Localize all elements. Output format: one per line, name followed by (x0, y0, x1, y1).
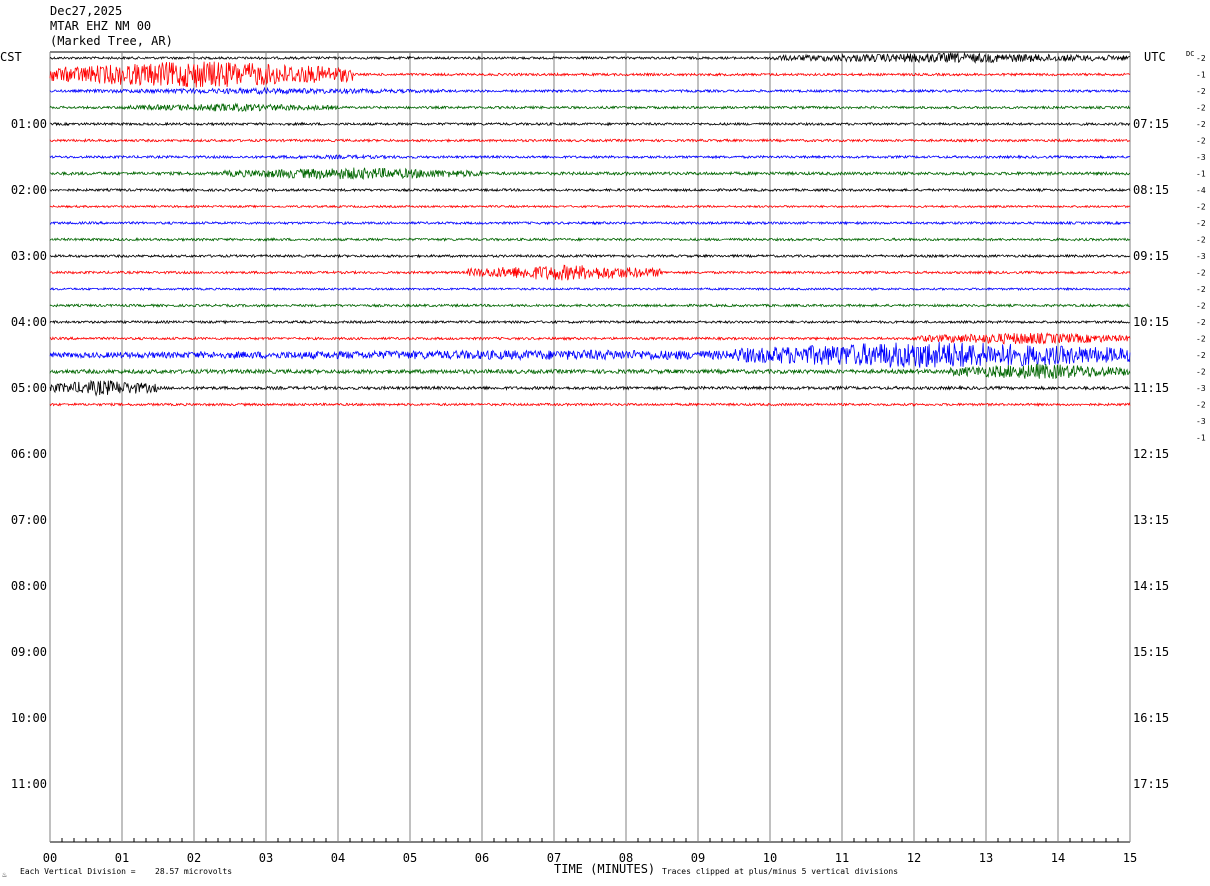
x-tick-label: 00 (43, 851, 57, 865)
x-tick-label: 05 (403, 851, 417, 865)
dc-offset-label: -2 (1196, 120, 1206, 129)
left-hour-label: 08:00 (11, 579, 47, 593)
trace-row (49, 137, 1131, 143)
left-timezone: CST (0, 50, 22, 64)
scale-label: Each Vertical Division = (20, 867, 136, 876)
left-hour-label: 10:00 (11, 711, 47, 725)
dc-offset-label: -2 (1196, 285, 1206, 294)
x-tick-label: 09 (691, 851, 705, 865)
dc-label: DC (1186, 50, 1195, 58)
right-hour-label: 14:15 (1133, 579, 1169, 593)
trace-row (49, 253, 1131, 259)
dc-offset-label: -2 (1196, 54, 1206, 63)
left-hour-label: 05:00 (11, 381, 47, 395)
x-tick-label: 14 (1051, 851, 1065, 865)
dc-offset-label: -2 (1196, 87, 1206, 96)
x-tick-label: 06 (475, 851, 489, 865)
dc-offset-label: -2 (1196, 335, 1206, 344)
right-hour-label: 17:15 (1133, 777, 1169, 791)
trace-row (49, 264, 1131, 281)
dc-offset-label: -3 (1196, 384, 1206, 393)
left-hour-label: 04:00 (11, 315, 47, 329)
right-hour-label: 12:15 (1133, 447, 1169, 461)
trace-row (49, 332, 1131, 345)
trace-row (49, 237, 1131, 242)
x-tick-label: 02 (187, 851, 201, 865)
left-hour-label: 11:00 (11, 777, 47, 791)
axis-labels: 00 01 02 03 04 05 06 07 08 09 10 11 12 13 14 15 01:00 02:… (11, 54, 1206, 865)
dc-offset-label: -2 (1196, 236, 1206, 245)
right-hour-label: 10:15 (1133, 315, 1169, 329)
scale-value: 28.57 microvolts (155, 867, 233, 876)
x-tick-label: 11 (835, 851, 849, 865)
trace-lines (49, 51, 1131, 407)
dc-offset-label: -2 (1196, 401, 1206, 410)
left-hour-label: 03:00 (11, 249, 47, 263)
x-tick-label: 08 (619, 851, 633, 865)
trace-row (49, 153, 1131, 161)
dc-offset-label: -1 (1196, 434, 1206, 443)
dc-offset-label: -1 (1196, 71, 1206, 80)
x-tick-label: 03 (259, 851, 273, 865)
trace-row (49, 379, 1131, 397)
trace-row (49, 167, 1131, 180)
right-hour-label: 13:15 (1133, 513, 1169, 527)
left-hour-label: 09:00 (11, 645, 47, 659)
dc-offset-label: -2 (1196, 219, 1206, 228)
dc-offset-label: -4 (1196, 186, 1206, 195)
left-hour-label: 07:00 (11, 513, 47, 527)
x-tick-label: 01 (115, 851, 129, 865)
right-hour-label: 15:15 (1133, 645, 1169, 659)
trace-row (49, 220, 1131, 226)
dc-offset-label: -2 (1196, 137, 1206, 146)
trace-row (49, 303, 1131, 308)
right-hour-label: 11:15 (1133, 381, 1169, 395)
dc-offset-label: -2 (1196, 318, 1206, 327)
right-hour-label: 09:15 (1133, 249, 1169, 263)
trace-row (49, 286, 1131, 292)
trace-row (49, 61, 1131, 88)
left-hour-label: 01:00 (11, 117, 47, 131)
dc-offset-label: -2 (1196, 269, 1206, 278)
dc-offset-label: -2 (1196, 351, 1206, 360)
right-hour-label: 16:15 (1133, 711, 1169, 725)
left-hour-label: 06:00 (11, 447, 47, 461)
x-tick-label: 13 (979, 851, 993, 865)
trace-row (49, 102, 1131, 113)
left-hour-label: 02:00 (11, 183, 47, 197)
trace-row (49, 121, 1131, 127)
x-tick-label: 07 (547, 851, 561, 865)
dc-offset-label: -2 (1196, 368, 1206, 377)
location-label: (Marked Tree, AR) (50, 34, 173, 48)
clip-note: Traces clipped at plus/minus 5 vertical … (662, 867, 899, 876)
right-hour-label: 08:15 (1133, 183, 1169, 197)
trace-row (49, 319, 1131, 325)
trace-row (49, 187, 1131, 193)
dc-offset-label: -3 (1196, 417, 1206, 426)
dc-offset-label: -1 (1196, 170, 1206, 179)
x-tick-label: 04 (331, 851, 345, 865)
date-label: Dec27,2025 (50, 4, 123, 18)
trace-row (49, 51, 1131, 64)
trace-row (49, 402, 1131, 407)
dc-offset-label: -3 (1196, 153, 1206, 162)
dc-offset-label: -2 (1196, 302, 1206, 311)
trace-row (49, 86, 1131, 96)
x-tick-label: 15 (1123, 851, 1137, 865)
dc-offset-label: -2 (1196, 203, 1206, 212)
minute-gridlines (49, 51, 1131, 843)
dc-offset-label: -2 (1196, 104, 1206, 113)
dc-offset-label: -3 (1196, 252, 1206, 261)
right-hour-label: 07:15 (1133, 117, 1169, 131)
x-tick-label: 12 (907, 851, 921, 865)
x-tick-label: 10 (763, 851, 777, 865)
right-timezone: UTC (1144, 50, 1166, 64)
trace-row (49, 204, 1131, 209)
station-label: MTAR EHZ NM 00 (50, 19, 152, 33)
x-axis-title: TIME (MINUTES) (554, 862, 656, 876)
trace-row (49, 363, 1131, 380)
trace-row (49, 341, 1131, 368)
corner-mark: ♨ (2, 870, 7, 879)
